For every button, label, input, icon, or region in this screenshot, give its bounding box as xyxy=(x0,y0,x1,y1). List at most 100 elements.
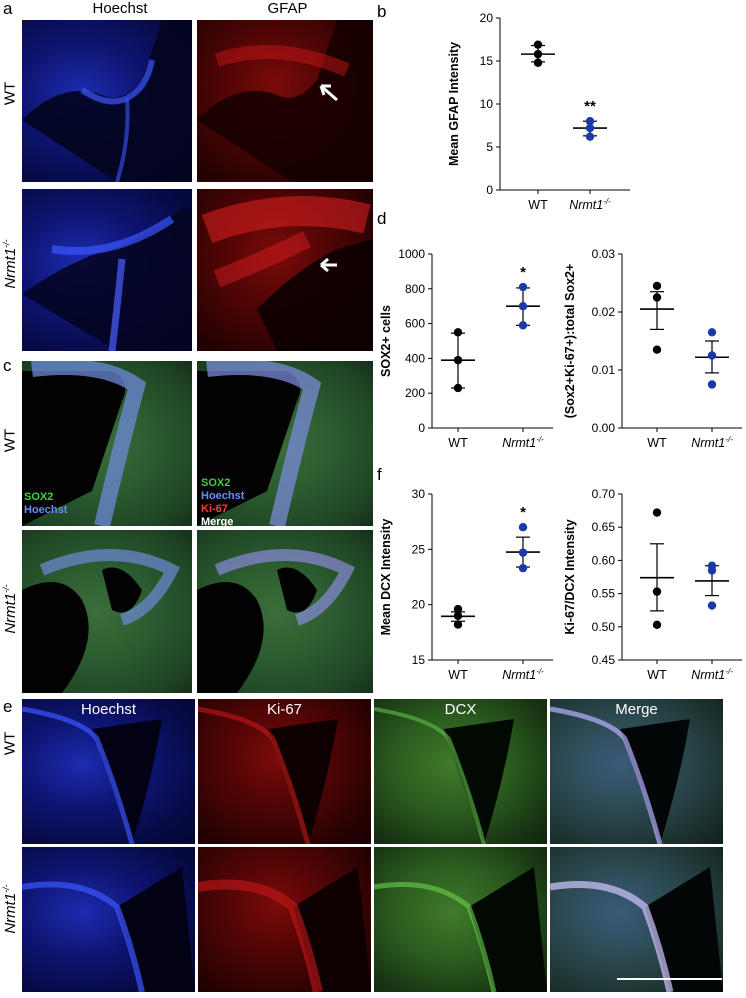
panel-a-letter: a xyxy=(3,0,13,18)
panel-e-wt-hoechst-image: Hoechst xyxy=(22,699,195,844)
x-tick-label-sup: -/- xyxy=(725,667,733,676)
x-tick-label: WT xyxy=(448,436,468,450)
panel-c-wt-sox2-image: SOX2 Hoechst xyxy=(22,361,192,526)
chart-b-mean-gfap: 0 5 10 15 20 Mean GFAP Intensity WT Nrmt1-/- ** xyxy=(447,11,630,212)
panel-e-ko-merge-image xyxy=(550,847,723,992)
panel-e-wt-merge-image: Merge xyxy=(550,699,723,844)
y-tick-label: 0.65 xyxy=(592,520,616,534)
panel-e-wt-dcx-image: DCX xyxy=(374,699,547,844)
y-tick-label: 200 xyxy=(405,386,425,400)
panel-e-wt-ki67-image: Ki-67 xyxy=(198,699,371,844)
y-tick-label: 0.45 xyxy=(592,653,616,667)
panel-e-col-ki67: Ki-67 xyxy=(266,701,303,718)
data-point xyxy=(518,523,528,532)
y-tick-label: 0.70 xyxy=(592,487,616,501)
y-tick-label: 0 xyxy=(418,421,425,435)
data-point xyxy=(652,293,662,302)
panel-c-legend2-ki67: Ki-67 xyxy=(201,503,228,515)
data-point xyxy=(533,40,543,49)
x-tick-label: Nrmt1-/- xyxy=(502,435,544,450)
y-tick-label: 0.02 xyxy=(592,305,616,319)
y-tick-label: 0.01 xyxy=(592,363,616,377)
x-tick-label-main: Nrmt1 xyxy=(569,198,603,212)
panel-a-ko-gfap-image xyxy=(197,189,373,351)
data-point xyxy=(707,601,717,610)
data-point xyxy=(585,132,595,141)
y-axis-label: Mean DCX Intensity xyxy=(379,519,393,636)
y-tick-label: 0.55 xyxy=(592,587,616,601)
data-point xyxy=(707,566,717,575)
data-point xyxy=(652,508,662,517)
x-tick-label-sup: -/- xyxy=(603,197,611,206)
panel-c-legend2-hoechst: Hoechst xyxy=(201,490,245,502)
y-tick-label: 15 xyxy=(412,653,426,667)
y-tick-label: 1000 xyxy=(398,247,425,261)
data-point xyxy=(585,123,595,133)
data-point xyxy=(518,302,528,311)
data-point xyxy=(453,620,463,629)
data-point xyxy=(453,355,463,365)
y-tick-label: 0.50 xyxy=(592,620,616,634)
panel-c-legend2-sox2: SOX2 xyxy=(201,477,231,489)
panel-e-ko-hoechst-image xyxy=(22,847,195,992)
panel-a-wt-gfap-image xyxy=(197,20,373,182)
panel-e-letter: e xyxy=(3,697,13,716)
chart-d-sox2-cells: 0 200 400 600 800 1000 SOX2+ cells WT Nrmt1-/- * xyxy=(379,247,553,450)
panel-c-ko-sox2-image xyxy=(22,530,192,693)
x-tick-label: Nrmt1-/- xyxy=(691,435,733,450)
y-axis-label: Ki-67/DCX Intensity xyxy=(563,519,577,634)
panel-a-row-wt: WT xyxy=(1,81,19,106)
data-point xyxy=(533,58,543,67)
data-point xyxy=(652,345,662,354)
data-point xyxy=(652,587,662,596)
y-tick-label: 0.00 xyxy=(592,421,616,435)
data-point xyxy=(585,117,595,126)
x-tick-label-main: Nrmt1 xyxy=(691,436,725,450)
chart-f-mean-dcx: 15 20 25 30 Mean DCX Intensity WT Nrmt1-/- * xyxy=(379,487,553,682)
data-point xyxy=(707,328,717,337)
data-point xyxy=(652,620,662,630)
data-point xyxy=(518,282,528,292)
panel-e-ko-dcx-image xyxy=(374,847,547,992)
data-point xyxy=(652,281,662,291)
data-point xyxy=(533,49,543,59)
x-tick-label: WT xyxy=(528,198,548,212)
panel-e-col-dcx: DCX xyxy=(444,701,477,718)
x-tick-label-sup: -/- xyxy=(536,667,544,676)
x-tick-label-main: Nrmt1 xyxy=(502,668,536,682)
panel-c-wt-merge-image: SOX2 Hoechst Ki-67 Merge xyxy=(197,361,373,526)
y-axis-label: SOX2+ cells xyxy=(379,305,393,377)
panel-a-col-hoechst: Hoechst xyxy=(92,0,148,17)
panel-e-col-hoechst: Hoechst xyxy=(80,701,137,718)
panel-e-col-merge: Merge xyxy=(615,701,658,718)
x-tick-label-main: Nrmt1 xyxy=(691,668,725,682)
data-point xyxy=(453,604,463,614)
significance-annotation: ** xyxy=(584,98,596,115)
panel-c-legend-hoechst: Hoechst xyxy=(24,504,68,516)
y-tick-label: 400 xyxy=(405,351,425,365)
panel-c-legend-sox2: SOX2 xyxy=(24,491,54,503)
y-tick-label: 0.03 xyxy=(592,247,616,261)
y-tick-label: 0 xyxy=(486,183,493,197)
data-point xyxy=(453,328,463,337)
panel-a-wt-hoechst-image xyxy=(22,20,192,182)
y-tick-label: 600 xyxy=(405,317,425,331)
x-tick-label-sup: -/- xyxy=(725,435,733,444)
y-tick-label: 30 xyxy=(412,487,426,501)
x-tick-label-sup: -/- xyxy=(536,435,544,444)
panel-f-letter: f xyxy=(377,465,382,484)
chart-f-ki67-dcx-ratio: 0.45 0.50 0.55 0.60 0.65 0.70 Ki-67/DCX Intens… xyxy=(563,487,742,682)
x-tick-label: WT xyxy=(647,668,667,682)
significance-annotation: * xyxy=(520,264,526,281)
scale-bar xyxy=(617,978,722,980)
chart-d-sox2-ki67-ratio: 0.00 0.01 0.02 0.03 (Sox2+Ki-67+):total Sox2… xyxy=(563,247,742,450)
x-tick-label: WT xyxy=(448,668,468,682)
data-point xyxy=(518,321,528,330)
x-tick-label: Nrmt1-/- xyxy=(691,667,733,682)
panel-e-row-ko: Nrmt1-/- xyxy=(1,884,19,934)
panel-e-ko-ki67-image xyxy=(198,847,371,992)
panel-c-letter: c xyxy=(3,356,12,375)
y-tick-label: 20 xyxy=(480,11,494,25)
panel-e-row-wt: WT xyxy=(1,731,19,756)
y-tick-label: 800 xyxy=(405,282,425,296)
